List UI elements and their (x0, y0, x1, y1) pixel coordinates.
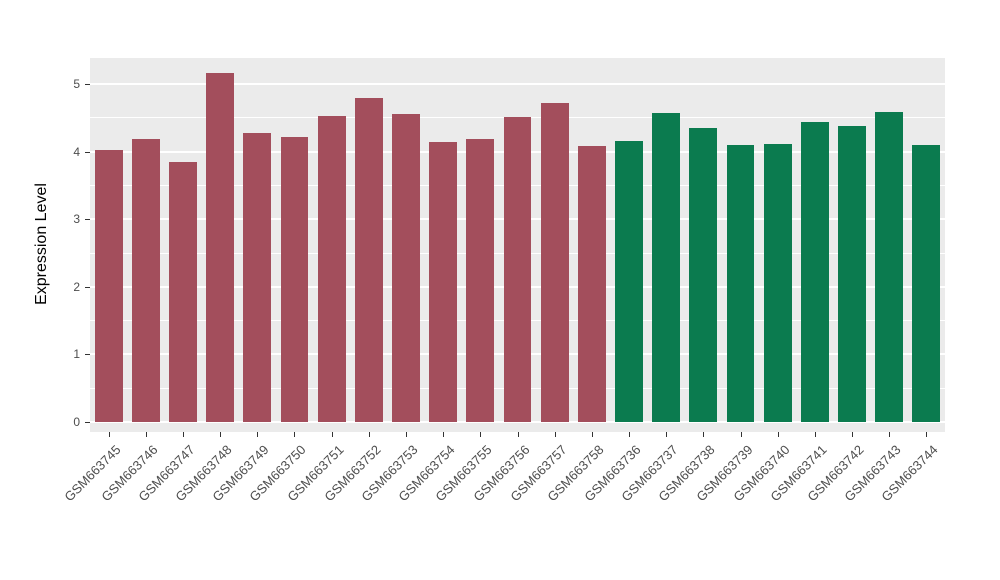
bar-GSM663745 (94, 150, 123, 422)
y-tick-label: 2 (73, 279, 80, 294)
bar-GSM663749 (243, 132, 272, 422)
x-tick-mark (145, 432, 147, 437)
plot-panel (90, 58, 945, 432)
y-tick-mark (85, 84, 90, 85)
x-tick-mark (666, 432, 668, 437)
x-tick-mark (331, 432, 333, 437)
bar-GSM663741 (800, 121, 829, 422)
bar-GSM663737 (652, 113, 681, 422)
y-tick-mark (85, 422, 90, 423)
major-gridline (90, 421, 945, 423)
bar-GSM663752 (354, 97, 383, 422)
x-tick-mark (220, 432, 222, 437)
x-tick-mark (629, 432, 631, 437)
y-tick-label: 1 (73, 347, 80, 362)
x-tick-mark (480, 432, 482, 437)
bar-GSM663748 (206, 73, 235, 422)
x-tick-mark (108, 432, 110, 437)
x-tick-mark (852, 432, 854, 437)
x-tick-mark (740, 432, 742, 437)
bar-GSM663753 (392, 114, 420, 422)
bar-GSM663744 (912, 144, 941, 422)
x-tick-mark (889, 432, 891, 437)
bar-GSM663740 (763, 143, 792, 422)
x-tick-mark (443, 432, 445, 437)
bar-GSM663747 (168, 162, 197, 422)
x-tick-mark (926, 432, 928, 437)
bar-GSM663736 (615, 141, 643, 422)
y-tick-label: 3 (73, 212, 80, 227)
y-tick-mark (85, 151, 90, 153)
x-tick-mark (554, 432, 556, 437)
y-tick-mark (85, 286, 90, 288)
bar-GSM663743 (875, 112, 904, 422)
bar-GSM663739 (726, 144, 755, 422)
bar-GSM663746 (131, 139, 160, 422)
bar-GSM663742 (838, 125, 866, 422)
x-tick-mark (257, 432, 259, 437)
x-tick-mark (703, 432, 705, 437)
x-tick-mark (294, 432, 296, 437)
x-tick-mark (591, 432, 593, 437)
bar-GSM663758 (577, 145, 606, 422)
y-tick-label: 4 (73, 144, 80, 159)
x-tick-mark (814, 432, 816, 437)
y-tick-mark (85, 219, 90, 221)
x-tick-mark (777, 432, 779, 437)
x-tick-mark (368, 432, 370, 437)
y-tick-label: 5 (73, 77, 80, 91)
bar-GSM663755 (466, 139, 495, 422)
bar-GSM663754 (429, 142, 458, 422)
x-tick-mark (517, 432, 519, 437)
y-tick-mark (85, 354, 90, 356)
major-gridline (90, 83, 945, 85)
bar-GSM663751 (317, 115, 346, 422)
bar-GSM663738 (689, 127, 718, 422)
x-tick-mark (405, 432, 407, 437)
y-tick-label: 0 (73, 415, 80, 429)
bar-GSM663757 (540, 102, 569, 422)
bar-GSM663750 (280, 137, 309, 422)
y-axis-title: Expression Level (33, 183, 50, 305)
bar-GSM663756 (503, 117, 532, 422)
x-tick-mark (182, 432, 184, 437)
